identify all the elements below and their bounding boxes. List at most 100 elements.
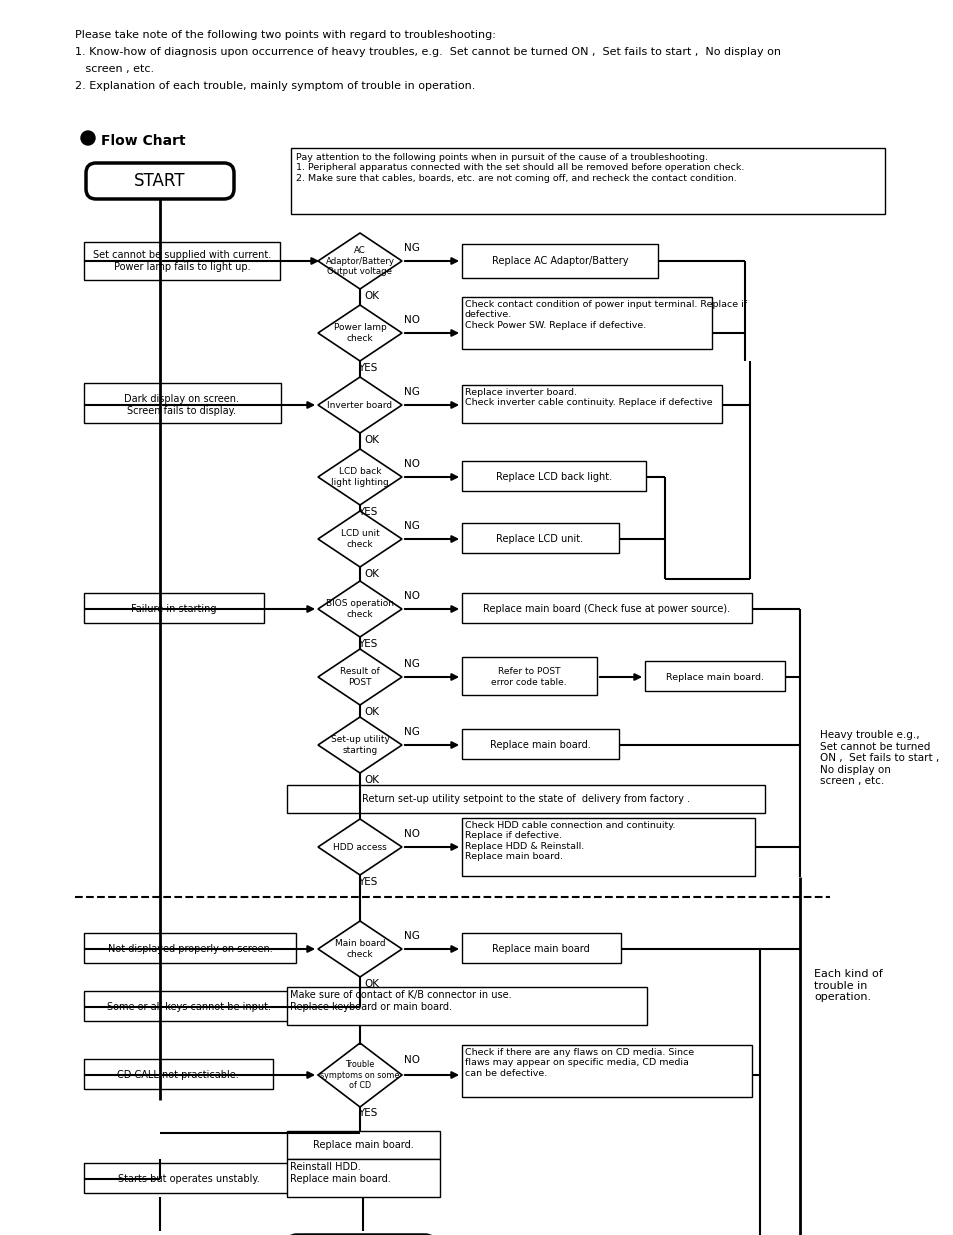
Text: Replace main board: Replace main board: [492, 944, 589, 953]
Bar: [461, 657, 597, 695]
Text: YES: YES: [357, 877, 377, 887]
Bar: [287, 785, 764, 813]
Bar: [461, 593, 751, 622]
Bar: [291, 148, 884, 214]
Polygon shape: [317, 511, 401, 567]
Text: YES: YES: [357, 1108, 377, 1118]
Text: YES: YES: [357, 638, 377, 650]
Polygon shape: [317, 580, 401, 637]
Text: Replace LCD unit.: Replace LCD unit.: [496, 534, 583, 543]
Text: OK: OK: [364, 291, 378, 301]
Text: NO: NO: [403, 459, 419, 469]
Text: LCD back
light lighting: LCD back light lighting: [331, 467, 389, 487]
Text: Pay attention to the following points when in pursuit of the cause of a troubles: Pay attention to the following points wh…: [295, 153, 743, 183]
Bar: [84, 990, 294, 1021]
Text: Refer to POST
error code table.: Refer to POST error code table.: [491, 667, 566, 687]
Text: 1. Know-how of diagnosis upon occurrence of heavy troubles, e.g.  Set cannot be : 1. Know-how of diagnosis upon occurrence…: [75, 47, 781, 57]
Text: Replace main board.: Replace main board.: [665, 673, 763, 682]
Text: CD CALL not practicable.: CD CALL not practicable.: [117, 1070, 238, 1079]
Bar: [461, 385, 721, 424]
Text: Return set-up utility setpoint to the state of  delivery from factory .: Return set-up utility setpoint to the st…: [361, 794, 689, 804]
Text: NG: NG: [403, 931, 419, 941]
Bar: [84, 1058, 273, 1089]
Text: Flow Chart: Flow Chart: [101, 135, 186, 148]
Text: HDD access: HDD access: [333, 842, 387, 851]
Bar: [84, 932, 295, 963]
Bar: [84, 242, 280, 280]
Polygon shape: [317, 377, 401, 433]
Polygon shape: [317, 233, 401, 289]
Text: Not displayed properly on screen.: Not displayed properly on screen.: [108, 944, 273, 953]
Text: Check HDD cable connection and continuity.
Replace if defective.
Replace HDD & R: Check HDD cable connection and continuit…: [464, 821, 675, 861]
Text: OK: OK: [364, 706, 378, 718]
Bar: [644, 661, 784, 692]
Text: YES: YES: [357, 508, 377, 517]
Bar: [287, 1131, 439, 1158]
Text: NO: NO: [403, 829, 419, 839]
Text: Dark display on screen.
Screen fails to display.: Dark display on screen. Screen fails to …: [125, 394, 239, 416]
Bar: [287, 987, 646, 1025]
Text: AC
Adaptor/Battery
Output voltage: AC Adaptor/Battery Output voltage: [325, 246, 395, 275]
Bar: [84, 593, 264, 622]
Text: Replace main board.: Replace main board.: [313, 1140, 413, 1150]
Text: START: START: [134, 172, 186, 190]
Text: Heavy trouble e.g.,
Set cannot be turned
ON ,  Set fails to start ,
No display o: Heavy trouble e.g., Set cannot be turned…: [820, 730, 939, 787]
Text: NG: NG: [403, 387, 419, 396]
Text: Starts but operates unstably.: Starts but operates unstably.: [118, 1174, 259, 1184]
Text: Power lamp
check: Power lamp check: [334, 324, 386, 342]
Bar: [461, 461, 645, 492]
Polygon shape: [317, 1044, 401, 1107]
Polygon shape: [317, 305, 401, 361]
Text: Some or all keys cannot be input.: Some or all keys cannot be input.: [107, 1002, 271, 1011]
Bar: [461, 1045, 751, 1097]
FancyBboxPatch shape: [86, 163, 233, 199]
Text: NO: NO: [403, 592, 419, 601]
Text: OK: OK: [364, 569, 378, 579]
Bar: [84, 1163, 294, 1193]
Polygon shape: [317, 819, 401, 876]
Text: Please take note of the following two points with regard to troubleshooting:: Please take note of the following two po…: [75, 30, 496, 40]
Bar: [461, 522, 618, 553]
Text: Set-up utility
starting: Set-up utility starting: [331, 735, 389, 755]
Polygon shape: [317, 718, 401, 773]
Text: Replace main board.: Replace main board.: [489, 740, 590, 750]
Bar: [461, 245, 658, 278]
Text: NG: NG: [403, 659, 419, 669]
Text: OK: OK: [364, 979, 378, 989]
Bar: [461, 729, 618, 760]
Text: Check if there are any flaws on CD media. Since
flaws may appear on specific med: Check if there are any flaws on CD media…: [464, 1049, 694, 1078]
Text: NG: NG: [403, 243, 419, 253]
Text: OK: OK: [364, 435, 378, 445]
Text: NO: NO: [403, 315, 419, 325]
Text: OK: OK: [364, 776, 378, 785]
Text: Set cannot be supplied with current.
Power lamp fails to light up.: Set cannot be supplied with current. Pow…: [92, 251, 271, 272]
Text: YES: YES: [357, 363, 377, 373]
Polygon shape: [317, 921, 401, 977]
Text: Replace inverter board.
Check inverter cable continuity. Replace if defective: Replace inverter board. Check inverter c…: [464, 388, 712, 408]
Text: NG: NG: [403, 521, 419, 531]
Text: Replace LCD back light.: Replace LCD back light.: [496, 472, 612, 482]
Bar: [461, 818, 754, 876]
Text: screen , etc.: screen , etc.: [75, 64, 154, 74]
Polygon shape: [317, 650, 401, 705]
Text: LCD unit
check: LCD unit check: [340, 530, 379, 548]
Text: Reinstall HDD.
Replace main board.: Reinstall HDD. Replace main board.: [290, 1162, 391, 1183]
Text: NO: NO: [403, 1055, 419, 1065]
Text: Each kind of
trouble in
operation.: Each kind of trouble in operation.: [813, 969, 882, 1002]
Bar: [84, 383, 281, 424]
Text: Inverter board: Inverter board: [327, 400, 392, 410]
Bar: [461, 296, 711, 350]
Bar: [461, 932, 620, 963]
Bar: [287, 1158, 439, 1197]
Text: Trouble
symptoms on some
of CD: Trouble symptoms on some of CD: [320, 1060, 399, 1091]
Text: Result of
POST: Result of POST: [340, 667, 379, 687]
Text: BIOS operation
check: BIOS operation check: [326, 599, 394, 619]
Text: NG: NG: [403, 727, 419, 737]
Text: Failure in starting: Failure in starting: [132, 604, 216, 614]
Text: Make sure of contact of K/B connector in use.
Replace keyboard or main board.: Make sure of contact of K/B connector in…: [290, 990, 511, 1011]
Text: Check contact condition of power input terminal. Replace if
defective.
Check Pow: Check contact condition of power input t…: [464, 300, 746, 330]
Text: Main board
check: Main board check: [335, 940, 385, 958]
Circle shape: [81, 131, 95, 144]
Polygon shape: [317, 450, 401, 505]
Text: Replace main board (Check fuse at power source).: Replace main board (Check fuse at power …: [483, 604, 730, 614]
